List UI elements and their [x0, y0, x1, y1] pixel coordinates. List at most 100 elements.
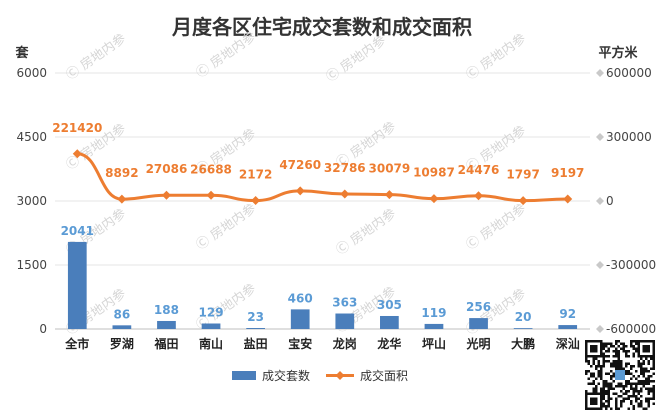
qr-module: [600, 372, 603, 375]
line-point: [117, 194, 127, 204]
qr-module: [607, 392, 610, 395]
qr-module: [607, 372, 610, 375]
qr-module: [612, 345, 615, 348]
qr-module: [637, 390, 640, 393]
qr-module: [620, 365, 623, 368]
qr-module: [585, 372, 588, 375]
qr-module: [607, 385, 610, 388]
qr-module: [630, 387, 633, 390]
qr-finder-core: [590, 345, 598, 353]
qr-module: [647, 397, 650, 400]
bar-data-label: 86: [114, 307, 131, 321]
qr-module: [642, 380, 645, 383]
line-point: [72, 149, 82, 159]
qr-module: [652, 372, 655, 375]
legend: 成交套数 成交面积: [232, 368, 408, 383]
category-label: 南山: [199, 336, 223, 351]
qr-module: [630, 365, 633, 368]
qr-module: [602, 342, 605, 345]
qr-module: [650, 397, 653, 400]
qr-module: [610, 407, 613, 410]
qr-module: [615, 385, 618, 388]
line-point: [206, 190, 216, 200]
qr-module: [650, 390, 653, 393]
qr-module: [640, 367, 643, 370]
line-point: [295, 186, 305, 196]
qr-module: [605, 372, 608, 375]
qr-module: [647, 370, 650, 373]
right-tick-marker: [596, 197, 604, 205]
bar-data-label: 119: [421, 306, 446, 320]
qr-module: [627, 395, 630, 398]
right-tick-label: -300000: [606, 258, 656, 272]
qr-module: [610, 375, 613, 378]
qr-module: [615, 402, 618, 405]
qr-module: [592, 360, 595, 363]
qr-module: [635, 400, 638, 403]
qr-module: [647, 382, 650, 385]
qr-module: [620, 342, 623, 345]
qr-module: [620, 367, 623, 370]
qr-module: [632, 375, 635, 378]
left-tick-label: 6000: [16, 66, 47, 80]
qr-module: [610, 370, 613, 373]
line-data-label: 1797: [506, 168, 539, 182]
qr-module: [625, 382, 628, 385]
qr-module: [647, 402, 650, 405]
qr-module: [627, 362, 630, 365]
category-label: 龙华: [377, 336, 401, 351]
qr-module: [610, 397, 613, 400]
legend-swatch-bar: [232, 371, 256, 380]
qr-module: [632, 365, 635, 368]
qr-module: [597, 372, 600, 375]
legend-label-bar: 成交套数: [262, 368, 310, 383]
qr-module: [625, 370, 628, 373]
left-tick-label: 1500: [16, 258, 47, 272]
qr-module: [585, 357, 588, 360]
qr-module: [612, 380, 615, 383]
qr-module: [602, 387, 605, 390]
qr-module: [647, 377, 650, 380]
qr-module: [615, 352, 618, 355]
left-tick-label: 3000: [16, 194, 47, 208]
qr-module: [612, 350, 615, 353]
qr-module: [642, 360, 645, 363]
qr-module: [647, 380, 650, 383]
qr-module: [605, 350, 608, 353]
bar: [469, 318, 488, 329]
qr-module: [605, 405, 608, 408]
category-label: 深汕: [556, 336, 580, 351]
qr-module: [592, 380, 595, 383]
qr-module: [602, 360, 605, 363]
qr-module: [592, 357, 595, 360]
qr-module: [632, 347, 635, 350]
qr-module: [622, 342, 625, 345]
qr-module: [620, 395, 623, 398]
qr-module: [630, 382, 633, 385]
qr-module: [622, 350, 625, 353]
legend-label-line: 成交面积: [360, 368, 408, 383]
qr-module: [625, 392, 628, 395]
bar: [513, 328, 533, 329]
qr-module: [645, 397, 648, 400]
qr-module: [635, 390, 638, 393]
right-tick-marker: [596, 133, 604, 141]
qr-finder-core: [590, 397, 598, 405]
qr-module: [622, 392, 625, 395]
qr-module: [620, 360, 623, 363]
qr-module: [617, 352, 620, 355]
watermark-text: Ⓒ 房地内参: [323, 33, 389, 86]
bar: [157, 320, 176, 329]
qr-module: [602, 352, 605, 355]
qr-module: [640, 370, 643, 373]
qr-module: [625, 352, 628, 355]
qr-module: [630, 385, 633, 388]
qr-module: [647, 390, 650, 393]
qr-module: [627, 370, 630, 373]
line-data-label: 27086: [146, 162, 188, 176]
bar-data-label: 256: [466, 300, 491, 314]
bar-series: 2041 86 188 129 23 460 363 305 119 256 20 92: [61, 224, 578, 329]
qr-module: [592, 372, 595, 375]
qr-module: [605, 360, 608, 363]
qr-module: [595, 357, 598, 360]
